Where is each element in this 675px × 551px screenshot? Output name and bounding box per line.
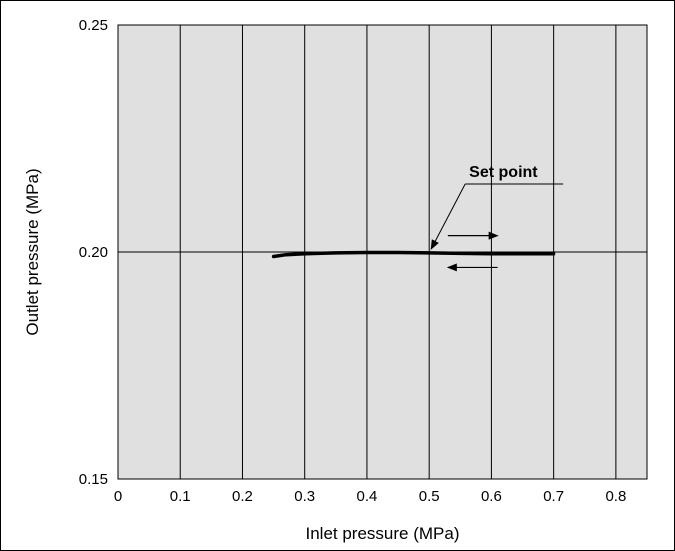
y-tick-label: 0.25: [79, 17, 108, 34]
x-tick-label: 0.3: [294, 488, 315, 505]
tick-labels: 0 0.1 0.2 0.3 0.4 0.5 0.6 0.7 0.8 0.15 0.20 0.25: [79, 17, 627, 505]
x-tick-label: 0.4: [357, 488, 378, 505]
x-tick-label: 0.8: [605, 488, 626, 505]
x-axis-label: Inlet pressure (MPa): [306, 524, 460, 543]
annotation-leader: [430, 183, 466, 250]
series-lines: [271, 250, 556, 259]
annotation-label: Set point: [469, 164, 538, 181]
x-tick-label: 0.2: [232, 488, 253, 505]
x-tick-label: 0.7: [543, 488, 564, 505]
y-tick-label: 0.20: [79, 244, 108, 261]
x-tick-label: 0: [114, 488, 122, 505]
y-tick-label: 0.15: [79, 471, 108, 488]
series-line: [271, 250, 556, 259]
x-tick-label: 0.5: [419, 488, 440, 505]
annotations: Set point: [430, 164, 564, 250]
x-tick-label: 0.6: [481, 488, 502, 505]
x-tick-label: 0.1: [170, 488, 191, 505]
direction-arrows: [446, 231, 499, 272]
y-axis-label: Outlet pressure (MPa): [23, 168, 42, 335]
